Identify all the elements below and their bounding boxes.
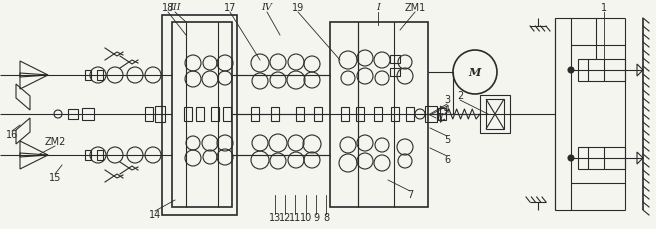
Text: 19: 19 bbox=[292, 3, 304, 13]
Bar bbox=[314, 107, 322, 121]
Text: 5: 5 bbox=[444, 135, 450, 145]
Text: IV: IV bbox=[262, 3, 272, 13]
Text: 2: 2 bbox=[457, 91, 463, 101]
Bar bbox=[390, 68, 400, 76]
Text: II: II bbox=[436, 114, 444, 123]
Bar bbox=[391, 107, 399, 121]
Bar bbox=[438, 108, 446, 120]
Text: 13: 13 bbox=[269, 213, 281, 223]
Bar bbox=[85, 70, 91, 80]
Bar bbox=[480, 95, 510, 133]
Text: 6: 6 bbox=[444, 155, 450, 165]
Bar bbox=[223, 107, 231, 121]
Bar bbox=[85, 150, 91, 160]
Text: 15: 15 bbox=[49, 173, 61, 183]
Text: III: III bbox=[169, 3, 181, 13]
Bar bbox=[155, 106, 165, 122]
Bar bbox=[97, 70, 103, 80]
Text: 3: 3 bbox=[444, 95, 450, 105]
Text: 14: 14 bbox=[149, 210, 161, 220]
Text: 7: 7 bbox=[407, 190, 413, 200]
Bar bbox=[374, 107, 382, 121]
Text: ZM1: ZM1 bbox=[404, 3, 426, 13]
Bar bbox=[68, 109, 78, 119]
Bar bbox=[330, 22, 428, 207]
Bar bbox=[196, 107, 204, 121]
Bar bbox=[97, 150, 103, 160]
Bar bbox=[82, 108, 94, 120]
Text: 8: 8 bbox=[323, 213, 329, 223]
Text: 4: 4 bbox=[444, 105, 450, 115]
Bar bbox=[406, 107, 414, 121]
Bar bbox=[486, 99, 504, 129]
Text: 12: 12 bbox=[279, 213, 291, 223]
Text: 9: 9 bbox=[313, 213, 319, 223]
Bar bbox=[271, 107, 279, 121]
Text: M: M bbox=[469, 66, 482, 77]
Bar bbox=[296, 107, 304, 121]
Bar bbox=[184, 107, 192, 121]
Bar bbox=[356, 107, 364, 121]
Bar bbox=[172, 22, 232, 207]
Bar bbox=[145, 107, 153, 121]
Text: 10: 10 bbox=[300, 213, 312, 223]
Bar bbox=[578, 59, 625, 81]
Bar bbox=[162, 15, 237, 215]
Bar bbox=[211, 107, 219, 121]
Text: 16: 16 bbox=[6, 130, 18, 140]
Bar bbox=[390, 55, 400, 63]
Bar bbox=[341, 107, 349, 121]
Text: I: I bbox=[376, 3, 380, 13]
Bar bbox=[425, 106, 437, 122]
Text: 17: 17 bbox=[224, 3, 236, 13]
Text: 1: 1 bbox=[601, 3, 607, 13]
Circle shape bbox=[568, 155, 574, 161]
Bar bbox=[251, 107, 259, 121]
Text: 11: 11 bbox=[289, 213, 301, 223]
Text: ZM2: ZM2 bbox=[45, 137, 66, 147]
Text: 18: 18 bbox=[162, 3, 174, 13]
Circle shape bbox=[568, 67, 574, 73]
Bar bbox=[578, 147, 625, 169]
